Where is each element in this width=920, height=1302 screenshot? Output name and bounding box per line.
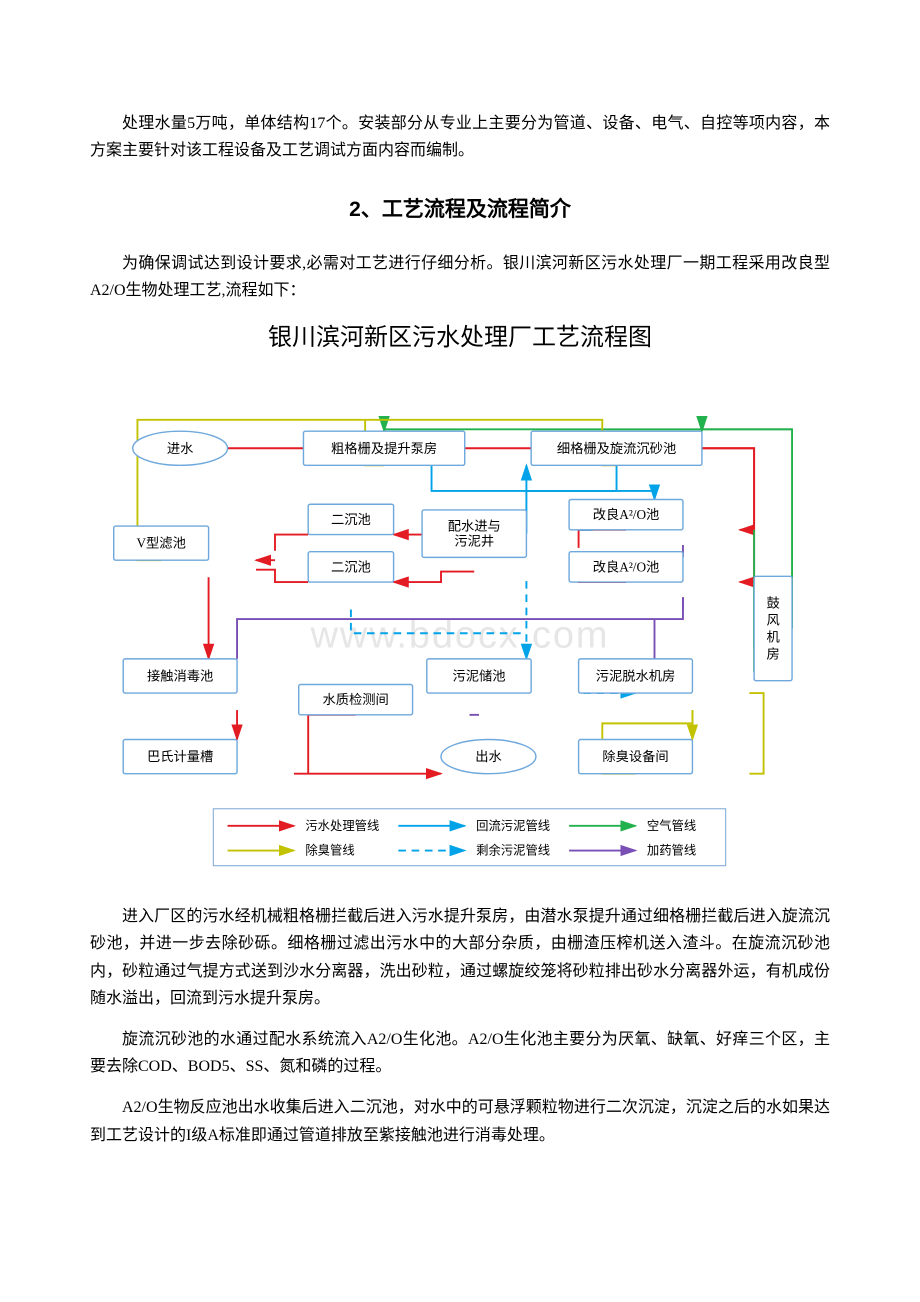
svg-text:接触消毒池: 接触消毒池 [147, 668, 213, 684]
section-intro-paragraph: 为确保调试达到设计要求,必需对工艺进行仔细分析。银川滨河新区污水处理厂一期工程采… [90, 250, 830, 304]
body-para-2: 旋流沉砂池的水通过配水系统流入A2/O生化池。A2/O生化池主要分为厌氧、缺氧、… [90, 1026, 830, 1080]
svg-text:www.bdocx.com: www.bdocx.com [310, 615, 610, 657]
body-para-1: 进入厂区的污水经机械粗格栅拦截后进入污水提升泵房，由潜水泵提升通过细格栅拦截后进… [90, 903, 830, 1012]
svg-text:污泥脱水机房: 污泥脱水机房 [596, 669, 676, 684]
svg-text:改良A²/O池: 改良A²/O池 [593, 507, 660, 522]
svg-text:改良A²/O池: 改良A²/O池 [593, 560, 660, 575]
svg-text:剩余污泥管线: 剩余污泥管线 [476, 843, 550, 858]
svg-text:配水进与: 配水进与 [448, 519, 501, 534]
svg-text:巴氏计量槽: 巴氏计量槽 [147, 749, 213, 764]
intro-paragraph: 处理水量5万吨，单体结构17个。安装部分从专业上主要分为管道、设备、电气、自控等… [90, 110, 830, 164]
svg-text:出水: 出水 [475, 749, 502, 764]
svg-text:污泥储池: 污泥储池 [452, 669, 505, 684]
svg-text:粗格栅及提升泵房: 粗格栅及提升泵房 [331, 441, 437, 456]
svg-text:进水: 进水 [167, 441, 194, 456]
flow-diagram: www.bdocx.com进水粗格栅及提升泵房细格栅及旋流沉砂池二沉池二沉池配水… [90, 383, 830, 893]
svg-text:污泥井: 污泥井 [454, 534, 494, 549]
svg-text:除臭设备间: 除臭设备间 [602, 748, 668, 764]
svg-text:水质检测间: 水质检测间 [322, 692, 388, 707]
svg-text:二沉池: 二沉池 [331, 512, 371, 527]
svg-text:二沉池: 二沉池 [331, 560, 371, 575]
diagram-title: 银川滨河新区污水处理厂工艺流程图 [90, 318, 830, 359]
section-title: 2、工艺流程及流程简介 [90, 192, 830, 228]
body-para-3: A2/O生物反应池出水收集后进入二沉池，对水中的可悬浮颗粒物进行二次沉淀，沉淀之… [90, 1094, 830, 1148]
svg-text:空气管线: 空气管线 [647, 818, 696, 833]
svg-text:回流污泥管线: 回流污泥管线 [476, 818, 550, 833]
svg-text:鼓: 鼓 [766, 596, 779, 611]
svg-text:加药管线: 加药管线 [647, 843, 696, 858]
svg-text:机: 机 [766, 630, 779, 645]
svg-text:除臭管线: 除臭管线 [305, 843, 354, 858]
svg-text:风: 风 [766, 613, 779, 628]
svg-text:V型滤池: V型滤池 [136, 536, 185, 551]
svg-text:房: 房 [766, 647, 779, 662]
svg-text:污水处理管线: 污水处理管线 [305, 818, 379, 833]
svg-text:细格栅及旋流沉砂池: 细格栅及旋流沉砂池 [557, 441, 676, 456]
